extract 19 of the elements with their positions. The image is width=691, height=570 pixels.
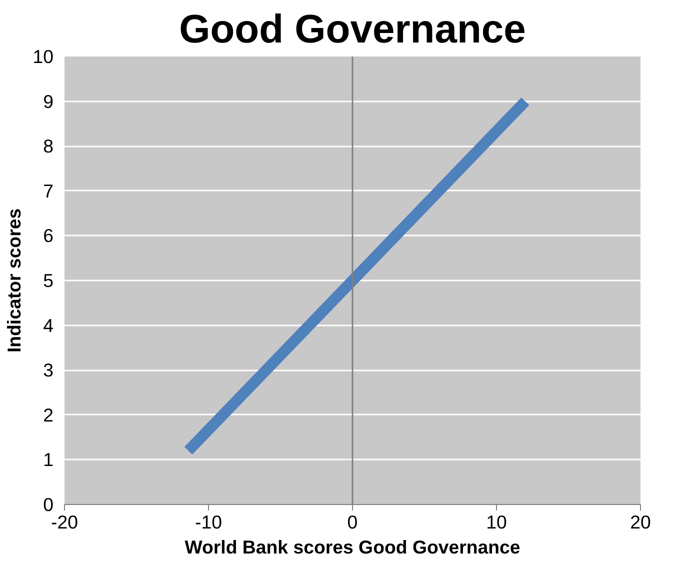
y-tick-label: 3: [43, 360, 54, 381]
x-tick-label: -20: [51, 512, 78, 532]
y-tick-label: 8: [43, 136, 54, 157]
y-tick-label: 6: [43, 225, 54, 246]
y-tick-label: 2: [43, 404, 54, 426]
x-tick-label: -10: [195, 512, 222, 532]
chart-title: Good Governance: [179, 8, 526, 52]
y-tick-label: 9: [43, 90, 54, 112]
x-tick-label: 20: [630, 512, 651, 532]
x-tick-label: 0: [347, 512, 358, 532]
y-tick-label: 7: [43, 180, 54, 202]
y-axis-title: Indicator scores: [4, 208, 25, 353]
y-tick-label: 0: [43, 494, 54, 515]
x-tick-label: 10: [486, 512, 507, 532]
y-tick-label: 4: [43, 314, 54, 336]
y-tick-label: 10: [32, 46, 54, 67]
y-tick-label: 5: [43, 270, 54, 291]
x-axis-title: World Bank scores Good Governance: [184, 536, 520, 558]
y-tick-label: 1: [43, 449, 54, 470]
